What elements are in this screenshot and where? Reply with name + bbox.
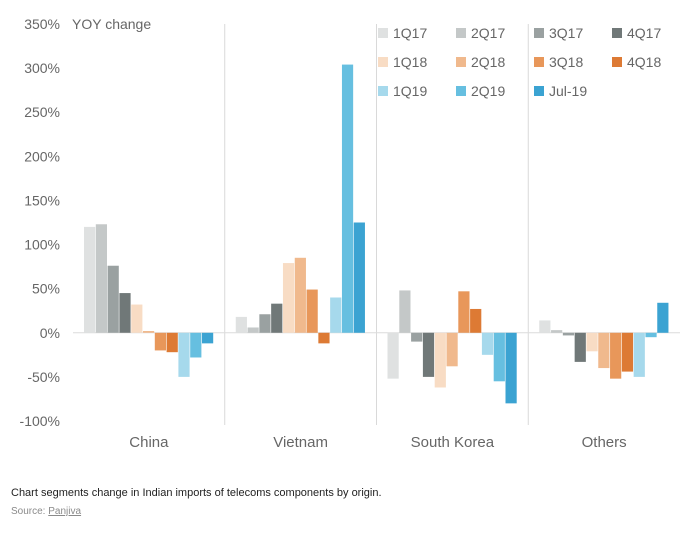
bar bbox=[294, 257, 306, 333]
chart-canvas: -100% -50% 0% 50% 100% 150% 200% 250% 300% 350% YO… bbox=[20, 16, 680, 451]
legend-swatch bbox=[456, 86, 466, 96]
legend-label: Jul-19 bbox=[549, 83, 587, 99]
bar bbox=[143, 331, 155, 333]
bar bbox=[633, 332, 645, 377]
legend-label: 4Q18 bbox=[627, 54, 661, 70]
bar bbox=[493, 332, 505, 382]
legend-label: 1Q17 bbox=[393, 25, 427, 41]
bar bbox=[84, 226, 96, 333]
bar bbox=[610, 332, 622, 379]
bar bbox=[119, 293, 131, 333]
bar bbox=[166, 332, 178, 353]
category-label: Vietnam bbox=[273, 434, 328, 451]
bar bbox=[235, 316, 247, 333]
category-label: South Korea bbox=[411, 434, 495, 451]
bar bbox=[422, 332, 435, 377]
bar bbox=[131, 304, 143, 333]
y-tick-label: 100% bbox=[24, 237, 60, 253]
bar bbox=[657, 302, 669, 333]
legend-label: 4Q17 bbox=[627, 25, 661, 41]
legend-swatch bbox=[534, 28, 544, 38]
chart-caption: Chart segments change in Indian imports … bbox=[11, 487, 382, 499]
legend-label: 1Q19 bbox=[393, 83, 427, 99]
bar bbox=[259, 314, 271, 333]
bar bbox=[353, 222, 365, 333]
legend-label: 2Q19 bbox=[471, 83, 505, 99]
y-tick-label: 0% bbox=[40, 325, 60, 341]
bar bbox=[271, 303, 283, 333]
bar bbox=[470, 308, 482, 333]
bar bbox=[95, 224, 107, 333]
chart: -100% -50% 0% 50% 100% 150% 200% 250% 300% 350% YO… bbox=[20, 16, 680, 451]
legend-label: 1Q18 bbox=[393, 54, 427, 70]
bar bbox=[341, 64, 354, 333]
y-tick-label: 150% bbox=[24, 192, 60, 208]
bar bbox=[586, 332, 598, 352]
y-tick-label: -50% bbox=[27, 369, 60, 385]
bar bbox=[399, 290, 411, 333]
legend-label: 3Q17 bbox=[549, 25, 583, 41]
y-tick-label: 50% bbox=[32, 281, 60, 297]
legend-swatch bbox=[378, 28, 388, 38]
bar bbox=[434, 332, 446, 388]
bar bbox=[107, 265, 119, 333]
legend-swatch bbox=[378, 86, 388, 96]
legend-swatch bbox=[534, 57, 544, 67]
source-line: Source: Panjiva bbox=[11, 506, 81, 517]
bar bbox=[481, 332, 494, 355]
bar bbox=[446, 332, 458, 367]
bar bbox=[154, 332, 166, 351]
y-axis-label: YOY change bbox=[72, 16, 151, 32]
bar bbox=[621, 332, 634, 372]
y-tick-label: -100% bbox=[20, 413, 60, 429]
y-tick-label: 350% bbox=[24, 16, 60, 32]
source-link[interactable]: Panjiva bbox=[48, 506, 82, 517]
source-label: Source: bbox=[11, 506, 46, 517]
bar bbox=[178, 332, 190, 377]
bar bbox=[387, 332, 399, 379]
legend-swatch bbox=[456, 28, 466, 38]
legend-swatch bbox=[456, 57, 466, 67]
bar bbox=[598, 332, 610, 369]
category-label: Others bbox=[582, 434, 627, 451]
bar bbox=[458, 291, 470, 333]
legend-swatch bbox=[612, 57, 622, 67]
category-label: China bbox=[129, 434, 169, 451]
bar bbox=[318, 332, 330, 344]
bar bbox=[282, 263, 295, 333]
bar bbox=[551, 330, 563, 333]
bar bbox=[505, 332, 517, 404]
legend-swatch bbox=[612, 28, 622, 38]
y-tick-label: 200% bbox=[24, 148, 60, 164]
y-tick-label: 300% bbox=[24, 60, 60, 76]
legend-swatch bbox=[534, 86, 544, 96]
bar bbox=[574, 332, 586, 362]
legend-label: 2Q17 bbox=[471, 25, 505, 41]
bar bbox=[411, 332, 423, 342]
y-tick-label: 250% bbox=[24, 104, 60, 120]
legend-label: 2Q18 bbox=[471, 54, 505, 70]
bar bbox=[190, 332, 202, 358]
legend-swatch bbox=[378, 57, 388, 67]
bar bbox=[562, 332, 575, 336]
legend-label: 3Q18 bbox=[549, 54, 583, 70]
bar bbox=[202, 332, 214, 344]
bar bbox=[306, 289, 318, 333]
bar bbox=[330, 297, 342, 333]
bar bbox=[247, 327, 259, 333]
bar bbox=[539, 320, 551, 333]
bar bbox=[645, 332, 657, 338]
